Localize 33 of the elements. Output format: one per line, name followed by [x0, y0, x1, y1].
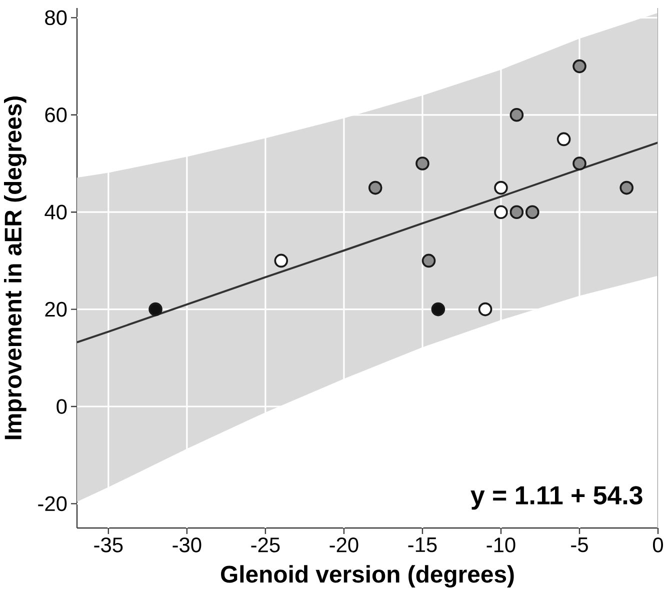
- point: [572, 59, 586, 74]
- point: [494, 205, 508, 220]
- x-tick-label: -5: [571, 538, 588, 552]
- point: [510, 205, 524, 220]
- point: [274, 254, 288, 268]
- x-tick-label: -30: [172, 538, 202, 552]
- y-tick-label: 0: [56, 399, 67, 414]
- x-tick-label: -25: [251, 538, 280, 552]
- y-tick-label: 80: [45, 10, 67, 26]
- y-tick-label: 60: [45, 108, 67, 122]
- x-tick-label: -20: [330, 538, 358, 552]
- point: [572, 156, 586, 170]
- y-tick-label: 20: [45, 302, 67, 317]
- x-tick-label: -15: [408, 538, 437, 552]
- annotation: y = 1.11 + 54.3: [470, 486, 642, 510]
- x-tick-label: -35: [94, 538, 123, 552]
- point: [510, 108, 524, 122]
- point: [478, 302, 492, 316]
- point: [431, 302, 446, 316]
- point: [148, 302, 162, 316]
- point: [422, 254, 436, 268]
- point: [525, 205, 540, 220]
- x-tick-label: 0: [653, 538, 663, 552]
- point: [416, 156, 430, 170]
- point: [556, 132, 571, 146]
- y-tick-label: 40: [44, 204, 67, 220]
- point: [494, 180, 508, 195]
- point: [368, 180, 382, 195]
- y-axis-title: Improvement in aER (degrees): [4, 96, 26, 440]
- point: [620, 180, 634, 195]
- x-axis-title: Glenoid version (degrees): [221, 565, 514, 588]
- x-tick-label: -10: [486, 538, 516, 552]
- y-tick-label: -20: [38, 496, 67, 512]
